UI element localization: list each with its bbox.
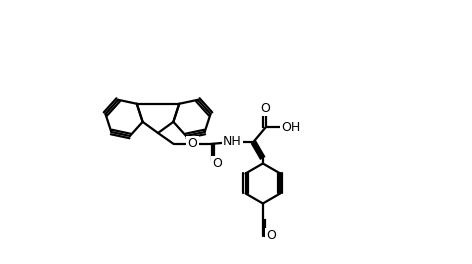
- Text: O: O: [212, 158, 222, 171]
- Text: O: O: [266, 229, 276, 242]
- Text: O: O: [188, 137, 197, 150]
- Text: NH: NH: [223, 135, 242, 148]
- Text: OH: OH: [281, 121, 300, 134]
- Text: O: O: [261, 102, 270, 115]
